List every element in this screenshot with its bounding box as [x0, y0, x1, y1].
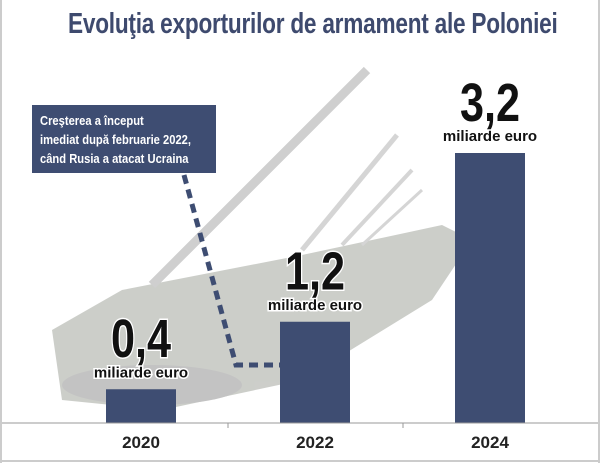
x-tick-label: 2022	[296, 433, 334, 452]
annotation-line: Creşterea a început	[40, 113, 144, 128]
value-label: 3,2	[460, 74, 520, 134]
bar-2022	[280, 321, 350, 423]
chart-title: Evoluţia exporturilor de armament ale Po…	[68, 8, 558, 40]
unit-label: miliarde euro	[94, 364, 188, 381]
x-tick-label: 2024	[471, 433, 509, 452]
annotation-box: Creşterea a început imediat după februar…	[32, 105, 216, 173]
unit-label: miliarde euro	[268, 297, 362, 314]
bar-2024	[455, 153, 525, 423]
unit-label: miliarde euro	[443, 128, 537, 145]
value-label: 1,2	[285, 242, 345, 302]
annotation-line: când Rusia a atacat Ucraina	[40, 151, 189, 166]
annotation-connector	[181, 174, 280, 368]
value-label: 0,4	[111, 310, 171, 370]
x-tick-label: 2020	[122, 433, 160, 452]
annotation-line: imediat după februarie 2022,	[40, 132, 191, 147]
bar-2020	[106, 389, 176, 423]
